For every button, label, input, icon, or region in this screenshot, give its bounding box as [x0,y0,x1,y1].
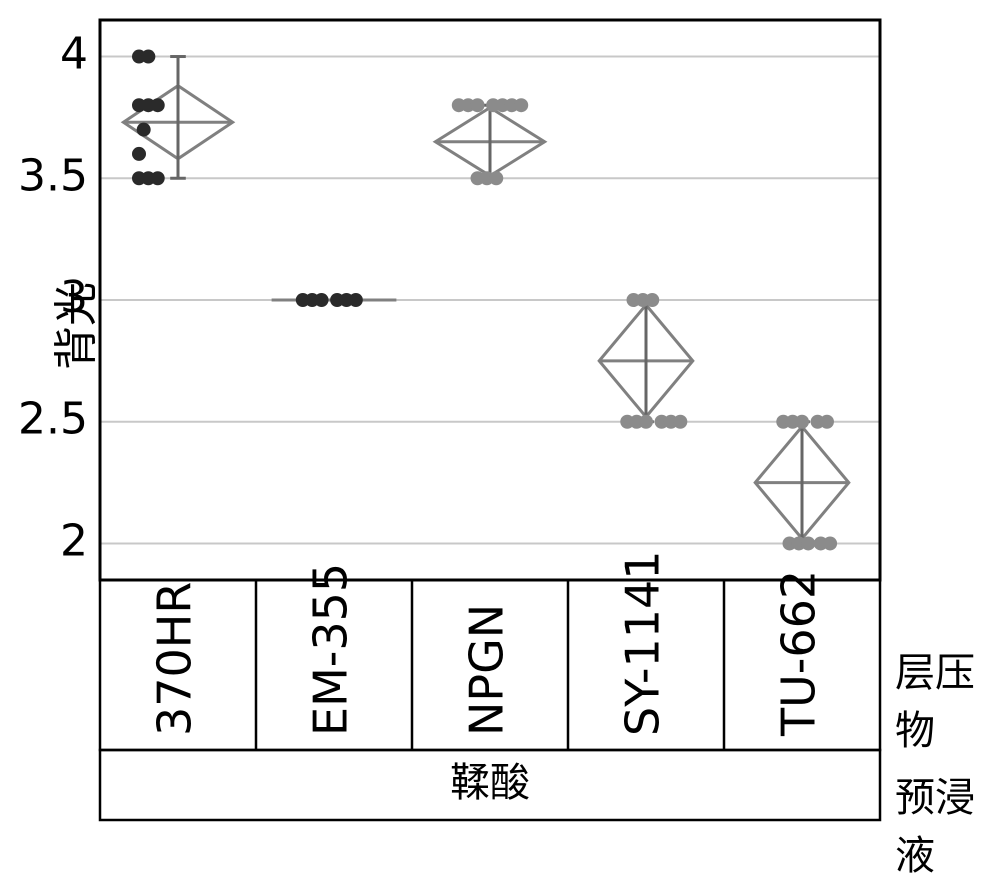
side-label-laminate: 层压物 [895,640,1000,756]
data-point [471,98,485,112]
category-label: 370HR [148,582,202,736]
y-tick-label: 3.5 [18,150,88,201]
side-label-predip: 预浸液 [895,765,1000,881]
y-axis-title: 背光 [40,282,104,370]
y-tick-label: 2 [60,515,88,566]
data-point [132,147,146,161]
data-point [151,98,165,112]
data-point [489,171,503,185]
data-point [823,536,837,550]
data-point [141,50,155,64]
y-tick-label: 4 [60,29,88,80]
data-point [645,293,659,307]
data-point [801,536,815,550]
data-point [795,415,809,429]
category-label: SY-1141 [616,550,670,736]
data-point [315,293,329,307]
data-point [673,415,687,429]
category-label: EM-355 [304,563,358,736]
category-label: NPGN [460,604,514,736]
data-point [514,98,528,112]
data-point [349,293,363,307]
data-point [820,415,834,429]
data-point [151,171,165,185]
category-label: TU-662 [772,570,826,737]
group-label: 鞣酸 [450,760,530,806]
chart-svg: 22.533.54370HREM-355NPGNSY-1141TU-662鞣酸 [0,0,1000,841]
y-tick-label: 2.5 [18,394,88,445]
data-point [137,123,151,137]
data-point [639,415,653,429]
